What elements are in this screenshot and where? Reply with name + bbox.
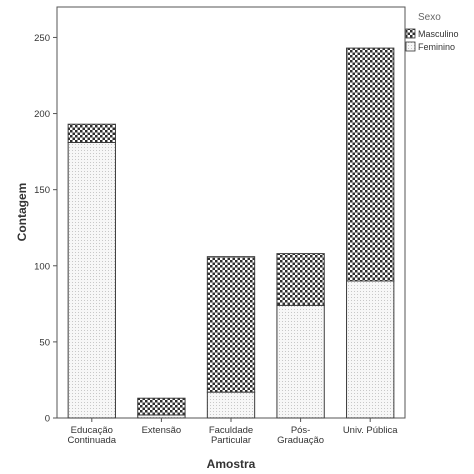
x-tick-label: Educação	[71, 425, 113, 436]
legend-label-feminino: Feminino	[418, 42, 455, 52]
x-tick-label: Univ. Pública	[343, 425, 398, 436]
bar-segment-feminino	[276, 304, 325, 419]
y-tick-label: 250	[34, 33, 50, 44]
x-tick-label: Particular	[211, 435, 251, 446]
y-tick-label: 100	[34, 261, 50, 272]
bar-segment-feminino	[206, 391, 256, 419]
legend-label-masculino: Masculino	[418, 29, 459, 39]
x-tick-label: Extensão	[142, 425, 182, 436]
bar-segment-masculino	[67, 123, 116, 143]
legend-title: Sexo	[418, 12, 441, 23]
legend: Sexo Masculino Feminino	[405, 12, 459, 52]
legend-swatch-masculino	[405, 28, 416, 39]
bar-segment-masculino	[206, 256, 256, 393]
y-tick-label: 150	[34, 185, 50, 196]
y-tick-label: 0	[45, 414, 50, 425]
bar-segment-masculino	[346, 47, 395, 282]
bar-segment-feminino	[346, 280, 395, 419]
bars-group	[67, 47, 395, 419]
x-tick-label: Continuada	[67, 435, 116, 446]
x-tick-label: Pós-	[291, 425, 311, 436]
x-tick-label: Faculdade	[209, 425, 253, 436]
y-axis-title: Contagem	[15, 183, 29, 242]
bar-segment-masculino	[276, 253, 325, 306]
x-tick-label: Graduação	[277, 435, 324, 446]
x-axis-title: Amostra	[207, 457, 256, 471]
bar-segment-feminino	[67, 141, 116, 419]
y-tick-label: 200	[34, 109, 50, 120]
y-axis: 0 50 100 150 200 250	[34, 33, 57, 425]
y-tick-label: 50	[39, 337, 50, 348]
bar-segment-masculino	[137, 397, 186, 416]
legend-swatch-feminino	[405, 41, 416, 52]
